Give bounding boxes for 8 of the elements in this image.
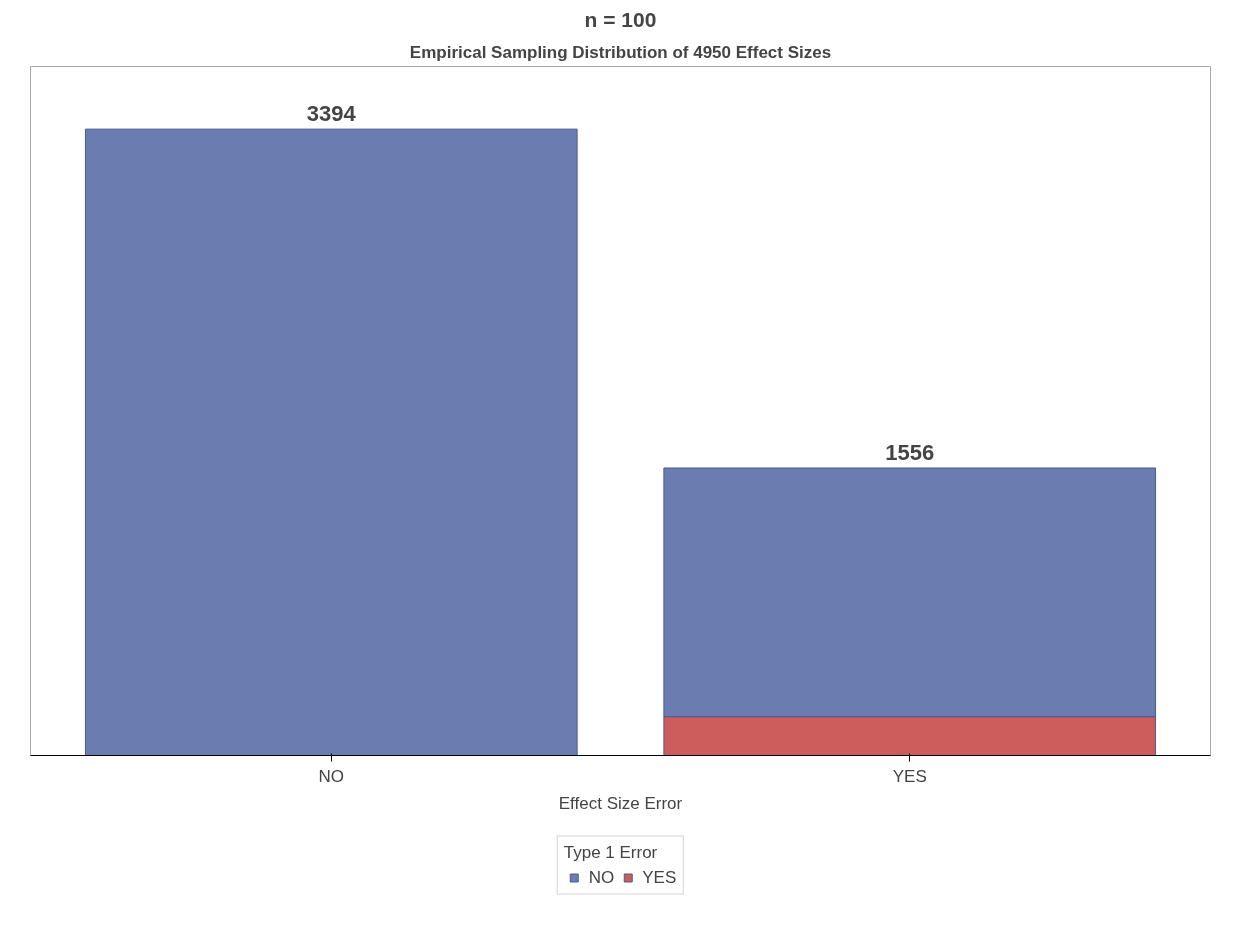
chart-title: n = 100 (584, 7, 657, 31)
legend-label: YES (642, 867, 677, 888)
annotation: 3394 (306, 101, 357, 127)
legend-label: NO (588, 867, 615, 888)
legend-title: Type 1 Error (563, 842, 659, 863)
x-axis-title: Effect Size Error (558, 793, 683, 813)
annotation: 1556 (885, 440, 935, 465)
chart-subtitle: Empirical Sampling Distribution of 4950 Effect Sizes (409, 42, 832, 62)
